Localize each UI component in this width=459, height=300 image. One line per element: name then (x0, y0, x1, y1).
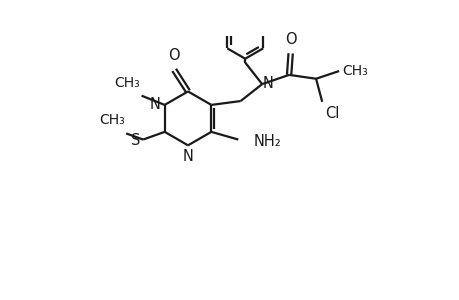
Text: N: N (182, 149, 193, 164)
Text: N: N (150, 97, 161, 112)
Text: Cl: Cl (325, 106, 339, 121)
Text: CH₃: CH₃ (341, 64, 367, 78)
Text: S: S (131, 133, 140, 148)
Text: O: O (168, 48, 179, 63)
Text: O: O (284, 32, 296, 47)
Text: NH₂: NH₂ (253, 134, 281, 149)
Text: CH₃: CH₃ (99, 113, 124, 127)
Text: N: N (263, 76, 273, 91)
Text: CH₃: CH₃ (114, 76, 140, 89)
